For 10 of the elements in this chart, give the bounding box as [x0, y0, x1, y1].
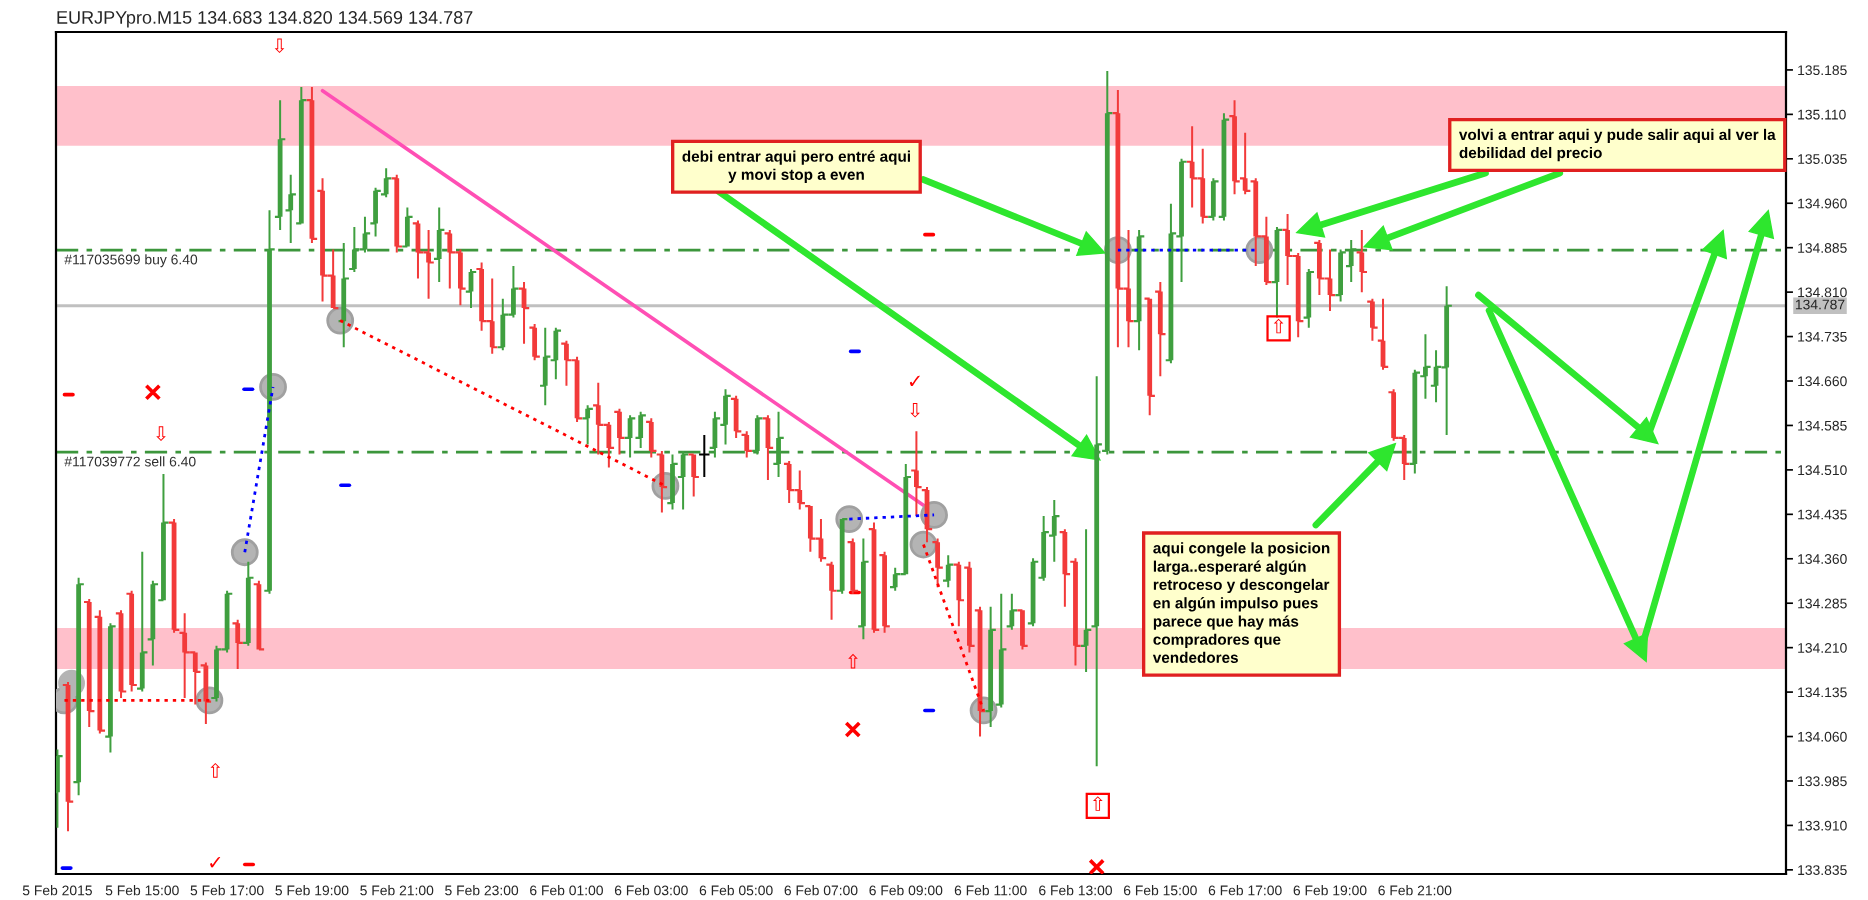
annotation: ✓ [909, 375, 920, 387]
annotation: ⇩ [910, 402, 920, 418]
annotation: ⇧ [848, 653, 858, 669]
annotation: ⇩ [156, 426, 166, 441]
annotation: ⇧ [210, 762, 221, 778]
annotation: ⇧ [1092, 796, 1103, 811]
annotation: ⇩ [274, 38, 285, 54]
annotation: ⇧ [1273, 318, 1284, 334]
annotation: ✓ [210, 857, 221, 868]
chart-title: EURJPYpro.M15 134.683 134.820 134.569 134.787 [57, 11, 473, 28]
